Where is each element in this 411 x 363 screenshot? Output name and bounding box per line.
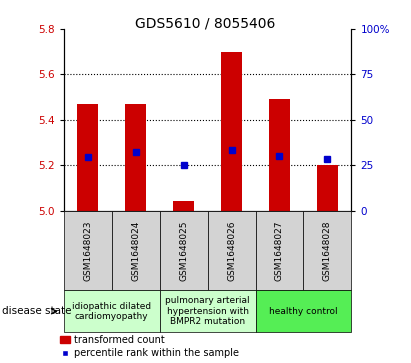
Legend: transformed count, percentile rank within the sample: transformed count, percentile rank withi… [60, 335, 239, 358]
Bar [77, 104, 99, 211]
Text: GSM1648024: GSM1648024 [131, 220, 140, 281]
Bar [316, 165, 338, 211]
Bar [221, 52, 242, 211]
Text: healthy control: healthy control [269, 307, 338, 316]
Bar [173, 201, 194, 211]
Bar [125, 104, 146, 211]
Text: GDS5610 / 8055406: GDS5610 / 8055406 [135, 16, 276, 30]
Text: idiopathic dilated
cardiomyopathy: idiopathic dilated cardiomyopathy [72, 302, 151, 321]
Text: pulmonary arterial
hypertension with
BMPR2 mutation: pulmonary arterial hypertension with BMP… [165, 296, 250, 326]
Text: GSM1648025: GSM1648025 [179, 220, 188, 281]
Bar [269, 99, 290, 211]
Text: GSM1648026: GSM1648026 [227, 220, 236, 281]
Text: GSM1648023: GSM1648023 [83, 220, 92, 281]
Text: GSM1648028: GSM1648028 [323, 220, 332, 281]
Text: GSM1648027: GSM1648027 [275, 220, 284, 281]
Text: disease state: disease state [2, 306, 72, 316]
